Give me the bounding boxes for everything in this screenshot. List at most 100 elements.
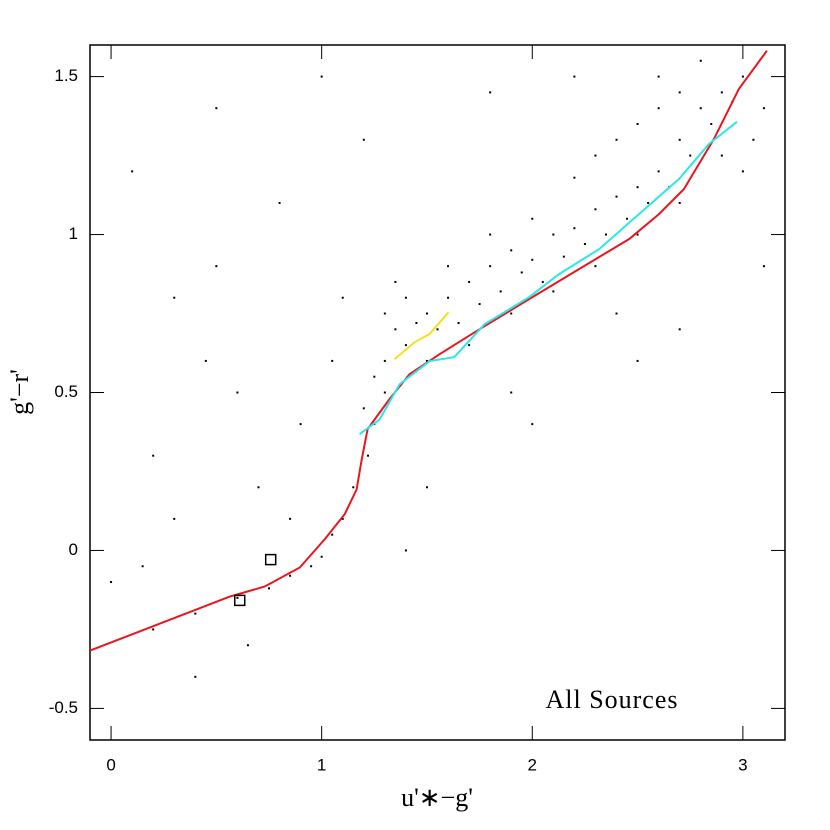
scatter-point — [278, 201, 281, 204]
scatter-point — [615, 138, 618, 141]
scatter-point — [678, 91, 681, 94]
scatter-point — [657, 107, 660, 110]
scatter-point — [583, 243, 586, 246]
scatter-point — [752, 138, 755, 141]
y-tick-label: 0 — [69, 540, 78, 559]
scatter-point — [236, 391, 239, 394]
square-marker — [233, 594, 246, 607]
scatter-point — [531, 423, 534, 426]
locus-line — [89, 50, 768, 652]
scatter-point — [741, 75, 744, 78]
scatter-point — [320, 555, 323, 558]
scatter-point — [204, 359, 207, 362]
scatter-point — [394, 328, 397, 331]
locus-line — [393, 311, 450, 361]
scatter-point — [689, 154, 692, 157]
scatter-point — [236, 596, 239, 599]
x-tick-label: 2 — [528, 755, 537, 774]
scatter-point — [320, 75, 323, 78]
scatter-point — [173, 296, 176, 299]
y-tick-label: -0.5 — [49, 698, 78, 717]
scatter-point — [647, 201, 650, 204]
scatter-point — [268, 587, 271, 590]
scatter-point — [541, 280, 544, 283]
scatter-point — [594, 208, 597, 211]
scatter-point — [720, 154, 723, 157]
scatter-point — [383, 359, 386, 362]
scatter-point — [404, 549, 407, 552]
scatter-point — [710, 122, 713, 125]
scatter-point — [362, 138, 365, 141]
scatter-point — [531, 258, 534, 261]
scatter-point — [194, 675, 197, 678]
scatter-point — [678, 138, 681, 141]
scatter-point — [489, 265, 492, 268]
x-tick-label: 1 — [317, 755, 326, 774]
scatter-point — [636, 233, 639, 236]
scatter-point — [310, 565, 313, 568]
scatter-point — [152, 628, 155, 631]
scatter-point — [510, 391, 513, 394]
scatter-point — [741, 170, 744, 173]
scatter-point — [615, 312, 618, 315]
x-tick-label: 3 — [738, 755, 747, 774]
scatter-point — [636, 359, 639, 362]
scatter-point — [383, 391, 386, 394]
scatter-point — [489, 233, 492, 236]
scatter-point — [626, 217, 629, 220]
y-axis-label: g'−r' — [5, 369, 34, 415]
scatter-point — [141, 565, 144, 568]
scatter-point — [552, 233, 555, 236]
scatter-point — [436, 328, 439, 331]
scatter-point — [257, 486, 260, 489]
scatter-point — [678, 201, 681, 204]
scatter-point — [594, 154, 597, 157]
scatter-point — [478, 303, 481, 306]
scatter-point — [510, 249, 513, 252]
scatter-point — [425, 312, 428, 315]
scatter-point — [215, 107, 218, 110]
scatter-point — [573, 176, 576, 179]
scatter-point — [457, 322, 460, 324]
scatter-point — [246, 644, 249, 647]
scatter-point — [699, 59, 702, 62]
scatter-point — [615, 195, 618, 198]
scatter-point — [447, 265, 450, 268]
scatter-point — [720, 91, 723, 94]
scatter-point — [762, 265, 765, 268]
scatter-point — [131, 170, 134, 173]
scatter-point — [510, 312, 513, 315]
locus-line — [359, 121, 738, 436]
y-tick-label: 0.5 — [54, 382, 78, 401]
scatter-point — [425, 359, 428, 362]
scatter-point — [194, 612, 197, 615]
scatter-point — [289, 574, 292, 577]
plot-frame — [89, 44, 786, 741]
scatter-point — [352, 486, 355, 489]
x-tick-label: 0 — [106, 755, 115, 774]
scatter-point — [331, 359, 334, 362]
scatter-point — [636, 186, 639, 189]
scatter-point — [362, 407, 365, 410]
scatter-point — [299, 423, 302, 426]
scatter-point — [468, 280, 471, 283]
scatter-point — [468, 344, 471, 347]
scatter-point — [404, 344, 407, 347]
scatter-point — [331, 533, 334, 536]
scatter-point — [531, 217, 534, 220]
scatter-point — [341, 296, 344, 299]
y-tick-label: 1 — [69, 224, 78, 243]
scatter-point — [152, 454, 155, 457]
scatter-point — [173, 517, 176, 520]
scatter-point — [762, 107, 765, 110]
scatter-point — [562, 255, 565, 258]
scatter-point — [489, 91, 492, 94]
scatter-point — [373, 375, 376, 378]
scatter-point — [394, 280, 397, 283]
scatter-point — [425, 486, 428, 489]
scatter-point — [678, 328, 681, 331]
scatter-point — [594, 265, 597, 268]
square-marker — [264, 553, 277, 566]
scatter-point — [573, 227, 576, 230]
